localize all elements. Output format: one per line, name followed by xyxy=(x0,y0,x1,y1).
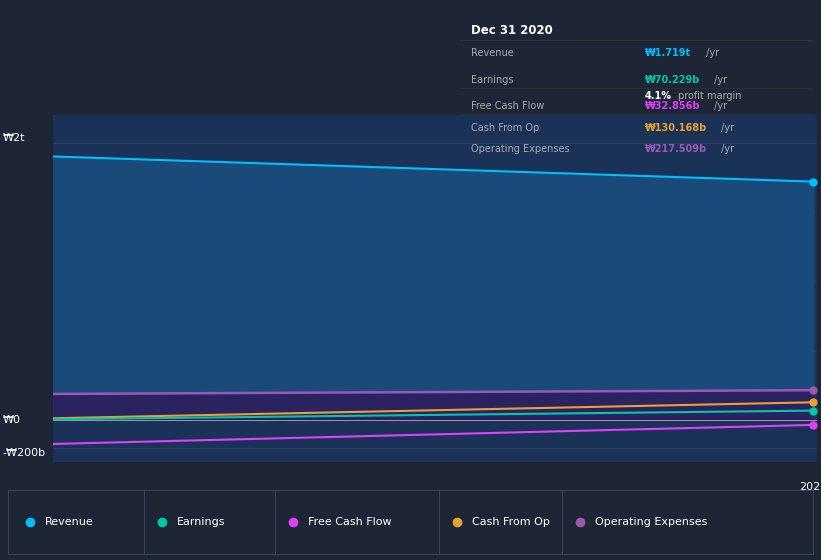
Text: -₩200b: -₩200b xyxy=(2,448,46,458)
Text: /yr: /yr xyxy=(711,101,727,111)
Text: ₩1.719t: ₩1.719t xyxy=(644,49,690,58)
Text: 4.1%: 4.1% xyxy=(644,91,672,101)
Text: ₩217.509b: ₩217.509b xyxy=(644,144,707,155)
Text: /yr: /yr xyxy=(711,74,727,85)
Text: profit margin: profit margin xyxy=(678,91,742,101)
Text: /yr: /yr xyxy=(718,144,735,155)
Text: 2020: 2020 xyxy=(800,482,821,492)
Text: ₩70.229b: ₩70.229b xyxy=(644,74,700,85)
Text: ₩0: ₩0 xyxy=(2,416,21,426)
Text: Free Cash Flow: Free Cash Flow xyxy=(308,517,392,527)
Text: ₩130.168b: ₩130.168b xyxy=(644,123,707,133)
Text: Operating Expenses: Operating Expenses xyxy=(470,144,569,155)
Text: Cash From Op: Cash From Op xyxy=(470,123,539,133)
Text: /yr: /yr xyxy=(703,49,719,58)
Text: Dec 31 2020: Dec 31 2020 xyxy=(470,24,553,36)
Text: Operating Expenses: Operating Expenses xyxy=(595,517,708,527)
Text: Revenue: Revenue xyxy=(470,49,513,58)
Text: /yr: /yr xyxy=(718,123,735,133)
Text: Free Cash Flow: Free Cash Flow xyxy=(470,101,544,111)
Text: ₩32.856b: ₩32.856b xyxy=(644,101,700,111)
Text: Cash From Op: Cash From Op xyxy=(472,517,550,527)
Text: ₩2t: ₩2t xyxy=(2,133,25,143)
Text: Earnings: Earnings xyxy=(177,517,225,527)
Text: Revenue: Revenue xyxy=(45,517,94,527)
Text: Earnings: Earnings xyxy=(470,74,513,85)
